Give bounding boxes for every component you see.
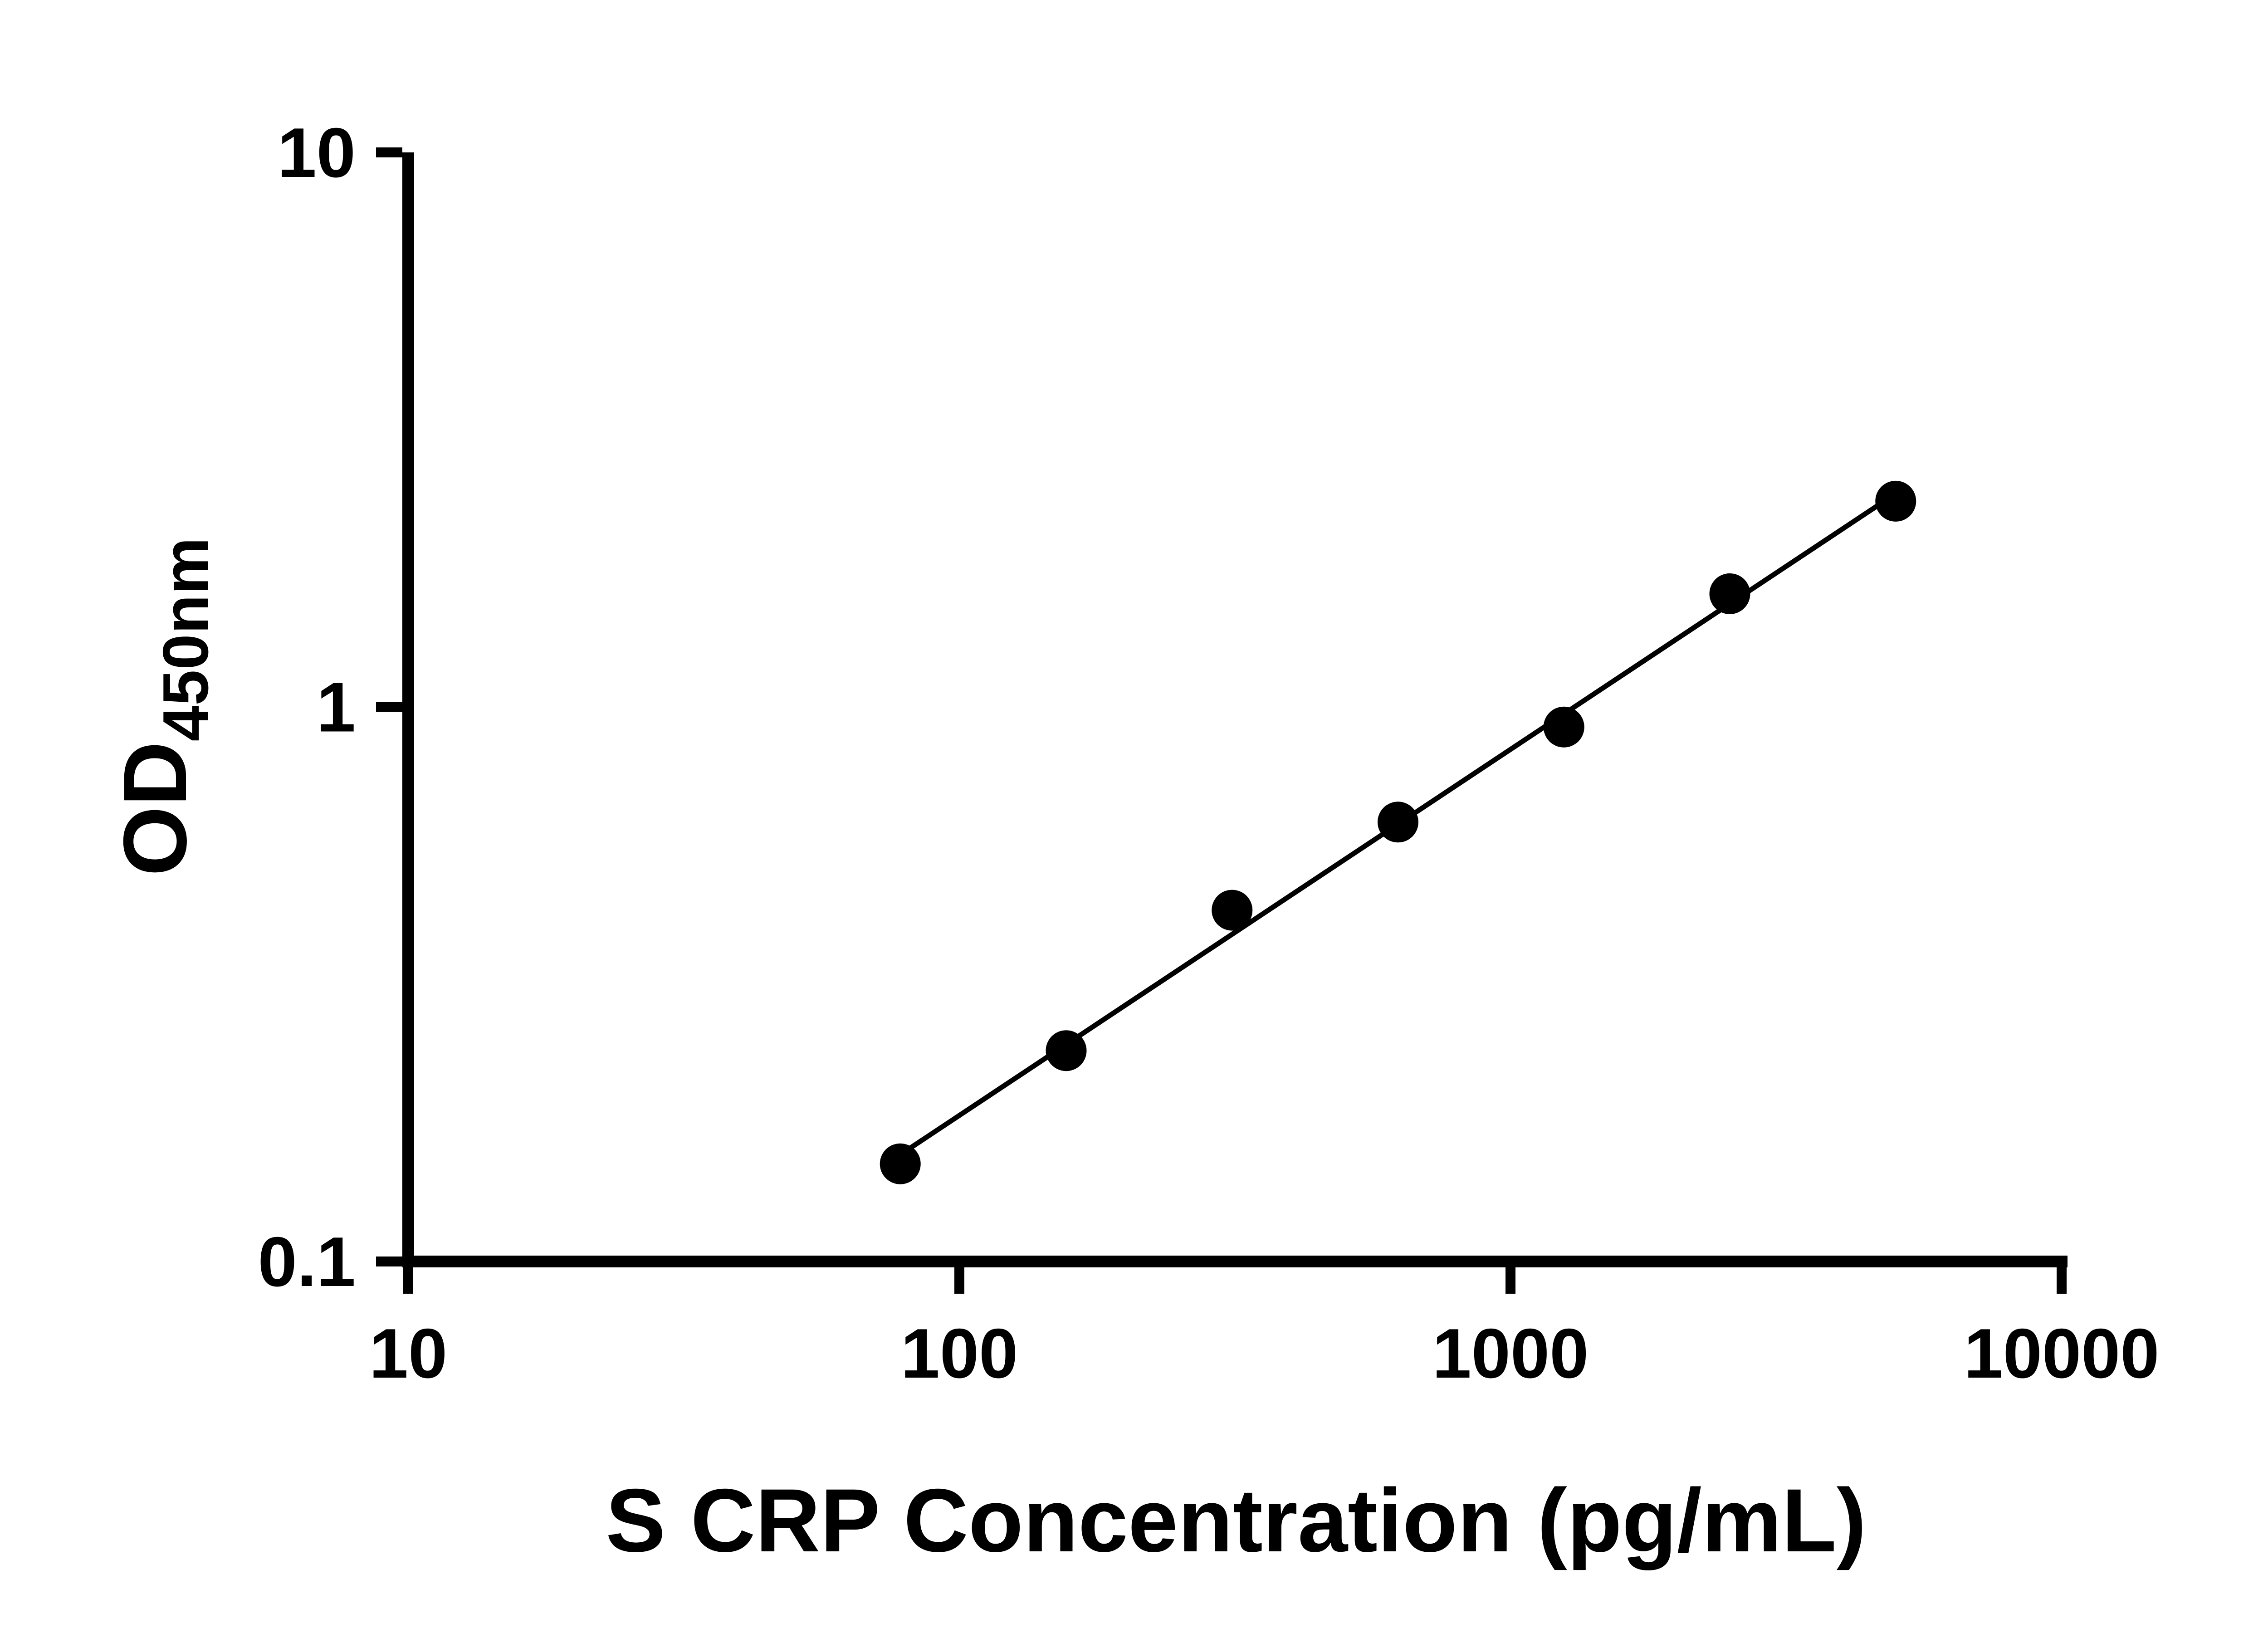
plot-area: 10 100 1000 10000 0.1 1 10 bbox=[258, 113, 2160, 1393]
data-point bbox=[1212, 890, 1253, 931]
data-point bbox=[1875, 480, 1916, 522]
x-axis-title: S CRP Concentration (pg/mL) bbox=[606, 1470, 1866, 1570]
y-axis-title-main: OD bbox=[105, 741, 205, 876]
y-axis-title-sub: 450nm bbox=[150, 538, 222, 742]
data-point bbox=[1377, 802, 1418, 843]
y-tick-label: 1 bbox=[317, 668, 356, 747]
y-axis-title: OD450nm bbox=[105, 538, 222, 876]
data-point bbox=[1046, 1030, 1087, 1071]
data-point bbox=[1709, 573, 1750, 614]
data-point bbox=[1543, 706, 1584, 748]
x-tick-label: 10000 bbox=[1964, 1314, 2159, 1393]
y-tick-label: 0.1 bbox=[258, 1222, 356, 1301]
x-tick-label: 10 bbox=[369, 1314, 447, 1393]
y-tick-label: 10 bbox=[278, 113, 356, 192]
data-point bbox=[880, 1143, 921, 1184]
x-tick-label: 100 bbox=[901, 1314, 1018, 1393]
x-tick-label: 1000 bbox=[1432, 1314, 1589, 1393]
